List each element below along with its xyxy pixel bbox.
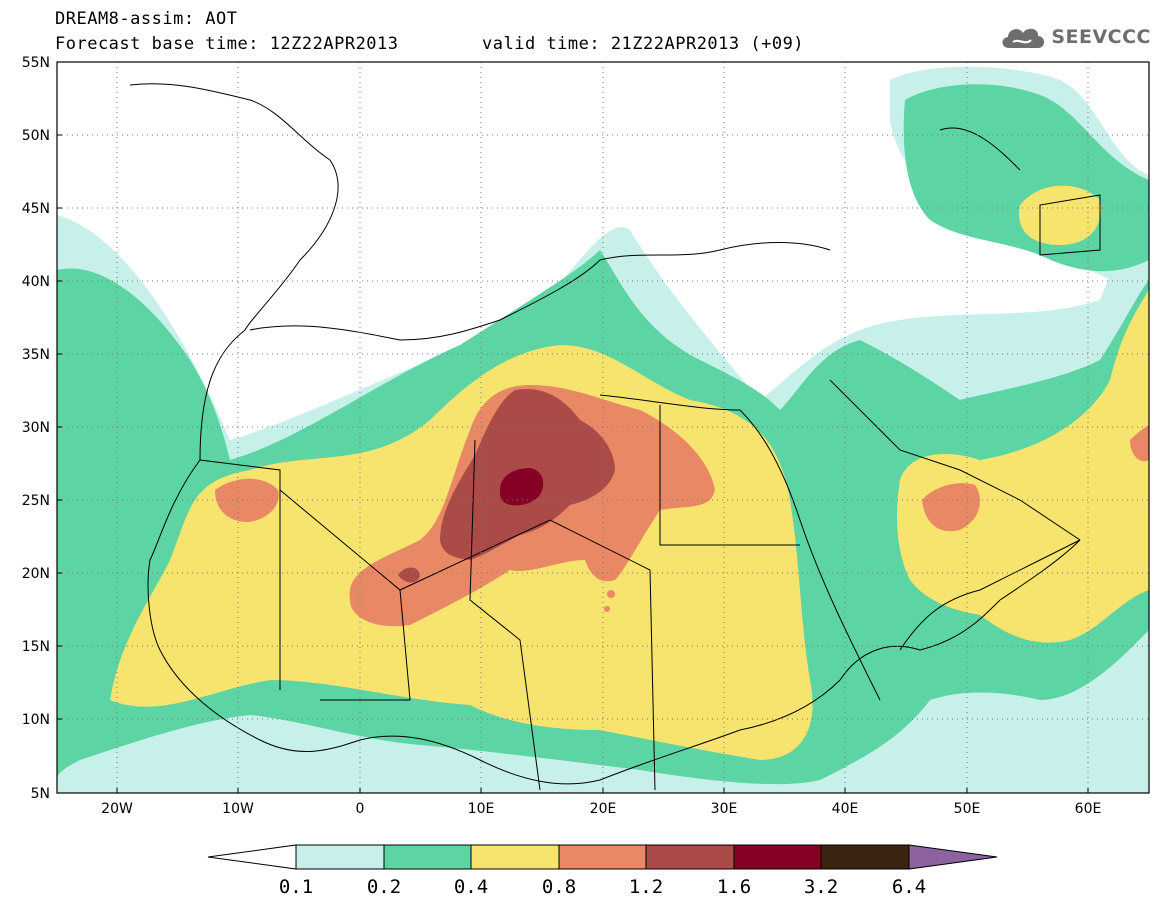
- colorbar-label: 1.6: [717, 876, 751, 898]
- seevccc-logo: SEEVCCC: [999, 22, 1151, 52]
- lon-label: 10W: [222, 801, 254, 817]
- lon-label: 60E: [1075, 801, 1102, 817]
- lon-label: 0: [356, 801, 365, 817]
- colorbar-label: 0.2: [367, 876, 401, 898]
- lon-labels: 20W 10W 0 10E 20E 30E 40E 50E 60E: [101, 801, 1101, 817]
- logo-text: SEEVCCC: [1051, 26, 1151, 48]
- aot-contour-1.6: [500, 468, 544, 506]
- colorbar-bin: [470, 844, 560, 870]
- lon-label: 10E: [468, 801, 495, 817]
- forecast-base-time: Forecast base time: 12Z22APR2013: [55, 34, 399, 54]
- colorbar-bin: [645, 844, 735, 870]
- lat-label: 45N: [22, 201, 50, 217]
- lat-label: 10N: [22, 712, 50, 728]
- cloud-icon: [1002, 28, 1045, 48]
- lat-label: 35N: [22, 347, 50, 363]
- colorbar-bin: [733, 844, 822, 870]
- colorbar-label: 0.8: [542, 876, 576, 898]
- colorbar-over-triangle: [908, 844, 998, 870]
- aot-field: [57, 62, 1149, 793]
- country-boundaries: [129, 83, 1101, 791]
- map-title: DREAM8-assim: AOT: [55, 9, 238, 29]
- colorbar: [207, 844, 998, 870]
- colorbar-bin: [558, 844, 647, 870]
- lat-label: 15N: [22, 639, 50, 655]
- colorbar-label: 3.2: [804, 876, 838, 898]
- axis-ticks: [57, 134, 1089, 793]
- lon-label: 30E: [711, 801, 738, 817]
- lat-label: 20N: [22, 566, 50, 582]
- lon-label: 20E: [590, 801, 617, 817]
- lon-label: 20W: [101, 801, 133, 817]
- colorbar-labels: 0.1 0.2 0.4 0.8 1.2 1.6 3.2 6.4: [279, 876, 926, 898]
- valid-time: valid time: 21Z22APR2013 (+09): [482, 34, 805, 54]
- lat-label: 5N: [31, 786, 50, 802]
- lat-labels: 55N 50N 45N 40N 35N 30N 25N 20N 15N 10N …: [22, 55, 50, 802]
- lon-label: 50E: [954, 801, 981, 817]
- lat-label: 25N: [22, 493, 50, 509]
- colorbar-bin: [820, 844, 910, 870]
- colorbar-label: 0.1: [279, 876, 313, 898]
- colorbar-label: 0.4: [454, 876, 488, 898]
- lat-label: 30N: [22, 420, 50, 436]
- colorbar-label: 6.4: [892, 876, 926, 898]
- colorbar-under-triangle: [207, 844, 297, 870]
- lon-label: 40E: [832, 801, 859, 817]
- graticule: [57, 62, 1149, 793]
- colorbar-label: 1.2: [629, 876, 663, 898]
- lat-label: 40N: [22, 274, 50, 290]
- lat-label: 55N: [22, 55, 50, 71]
- colorbar-bin: [383, 844, 472, 870]
- colorbar-bin: [295, 844, 385, 870]
- lat-label: 50N: [22, 128, 50, 144]
